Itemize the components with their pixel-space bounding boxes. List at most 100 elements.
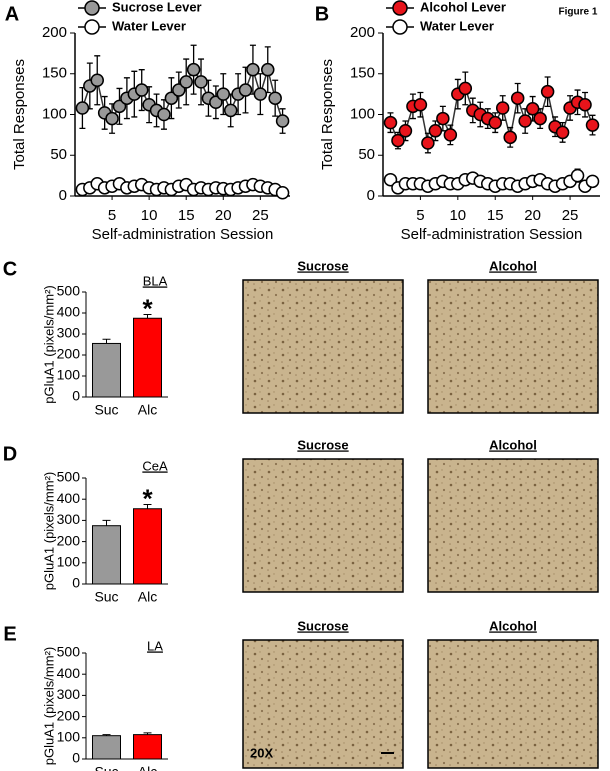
x-tick-label: Suc: [94, 402, 118, 418]
x-tick-label: 10: [141, 207, 158, 224]
bar: [133, 317, 162, 398]
y-tick-label: 400: [57, 304, 81, 320]
data-point: [398, 124, 413, 138]
data-point: [495, 101, 510, 115]
y-tick-label: 100: [42, 105, 67, 122]
micrograph-label: Sucrose: [297, 258, 348, 273]
y-tick-label: 500: [57, 644, 81, 660]
data-point: [383, 115, 398, 130]
data-point: [179, 75, 193, 89]
data-point: [194, 75, 208, 89]
data-point: [275, 185, 290, 200]
data-point: [525, 102, 540, 116]
y-tick-label: 200: [57, 346, 81, 362]
x-tick-label: Alc: [138, 589, 157, 605]
data-point: [443, 128, 458, 142]
y-tick-label: 100: [57, 729, 81, 745]
y-tick-label: 200: [42, 24, 67, 41]
data-point: [436, 111, 450, 126]
chart-title: LA: [147, 638, 163, 653]
x-tick-label: 20: [524, 207, 541, 224]
data-point: [585, 118, 600, 132]
micrograph-label: Sucrose: [297, 437, 348, 452]
micrograph-label: Alcohol: [489, 618, 537, 633]
y-axis-label: Total Responses: [319, 59, 336, 170]
y-tick-label: 0: [72, 750, 80, 766]
error-bar: [143, 504, 152, 509]
bar: [133, 734, 162, 760]
data-point: [172, 83, 186, 97]
x-tick-label: Alc: [138, 764, 157, 771]
y-axis-label: pGluA1 (pixels/mm²): [41, 285, 56, 403]
y-tick-label: 300: [57, 686, 81, 702]
figure-label: Figure 1: [559, 7, 598, 18]
data-point: [157, 107, 171, 122]
data-point: [510, 91, 525, 105]
x-tick-label: 20: [215, 207, 232, 224]
x-tick-label: 15: [487, 207, 504, 224]
y-tick-label: 100: [57, 367, 81, 383]
data-point: [488, 115, 502, 130]
data-point: [105, 111, 119, 126]
micrograph: [427, 639, 599, 769]
data-point: [134, 83, 149, 97]
y-tick-label: 100: [57, 554, 81, 570]
legend-label: Water Lever: [420, 18, 494, 33]
y-tick-label: 0: [72, 388, 80, 404]
significance-marker: *: [142, 483, 153, 513]
data-point: [570, 168, 585, 183]
x-axis-label: Self-administration Session: [401, 226, 583, 243]
data-point: [540, 84, 555, 99]
data-point: [555, 125, 570, 140]
micrograph-label: Alcohol: [489, 437, 537, 452]
legend-marker: [84, 0, 100, 16]
y-tick-label: 200: [57, 532, 81, 548]
data-point: [578, 97, 592, 112]
data-point: [585, 174, 600, 189]
error-bar: [102, 519, 111, 526]
y-axis-label: pGluA1 (pixels/mm²): [41, 647, 56, 765]
chart-title: BLA: [143, 273, 168, 288]
panel-label: D: [3, 443, 17, 465]
panel-label: C: [3, 258, 17, 280]
significance-marker: *: [142, 293, 153, 323]
bar: [133, 508, 162, 585]
y-tick-label: 0: [59, 187, 67, 204]
y-tick-label: 300: [57, 325, 81, 341]
data-point: [112, 99, 127, 114]
data-point: [238, 83, 253, 97]
x-tick-label: 25: [252, 207, 269, 224]
y-tick-label: 500: [57, 469, 81, 485]
micrograph: [427, 279, 599, 414]
data-point: [518, 114, 532, 128]
data-point: [458, 81, 473, 96]
x-tick-label: Suc: [94, 589, 118, 605]
data-point: [268, 91, 282, 105]
y-tick-label: 100: [350, 105, 375, 122]
data-point: [413, 97, 428, 112]
data-point: [223, 103, 238, 118]
data-point: [533, 111, 547, 126]
y-tick-label: 50: [50, 146, 67, 163]
x-tick-label: Alc: [138, 402, 157, 418]
data-point: [503, 130, 517, 145]
micrograph: [427, 458, 599, 593]
micrograph-label: Alcohol: [489, 258, 537, 273]
data-point: [421, 136, 435, 150]
data-point: [275, 114, 290, 128]
legend-marker: [84, 19, 100, 35]
y-tick-label: 400: [57, 665, 81, 681]
x-tick-label: 5: [416, 207, 424, 224]
micrograph: [242, 279, 404, 414]
data-point: [186, 62, 201, 77]
chart-title: CeA: [142, 458, 168, 473]
error-bar: [143, 313, 152, 319]
x-tick-label: 5: [108, 207, 116, 224]
legend-marker: [392, 0, 408, 16]
y-axis-label: Total Responses: [11, 59, 28, 170]
legend-label: Sucrose Lever: [112, 0, 202, 14]
x-tick-label: 25: [562, 207, 579, 224]
data-point: [428, 124, 443, 138]
legend-label: Alcohol Lever: [420, 0, 506, 14]
